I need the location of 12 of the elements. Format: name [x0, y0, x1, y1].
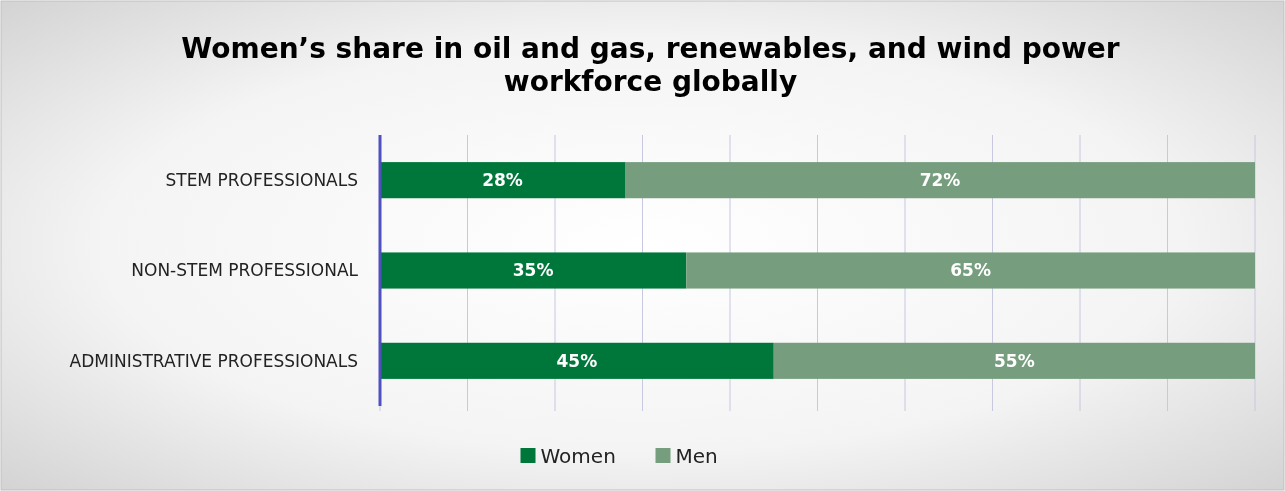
data-label: 72% — [919, 170, 961, 191]
data-label: 35% — [512, 260, 554, 281]
legend-label: Women — [540, 444, 616, 468]
data-label: 65% — [950, 260, 991, 281]
y-tick-label: NON-STEM PROFESSIONAL — [131, 260, 359, 281]
y-tick-label: ADMINISTRATIVE PROFESSIONALS — [69, 350, 358, 371]
data-label: 45% — [556, 350, 598, 371]
data-label: 28% — [482, 170, 523, 191]
data-label: 55% — [994, 350, 1035, 371]
legend-label: Men — [675, 444, 718, 468]
chart-title: Women’s share in oil and gas, renewables, and wind power workforce globally — [181, 32, 1120, 98]
y-tick-label: STEM PROFESSIONALS — [165, 170, 358, 191]
